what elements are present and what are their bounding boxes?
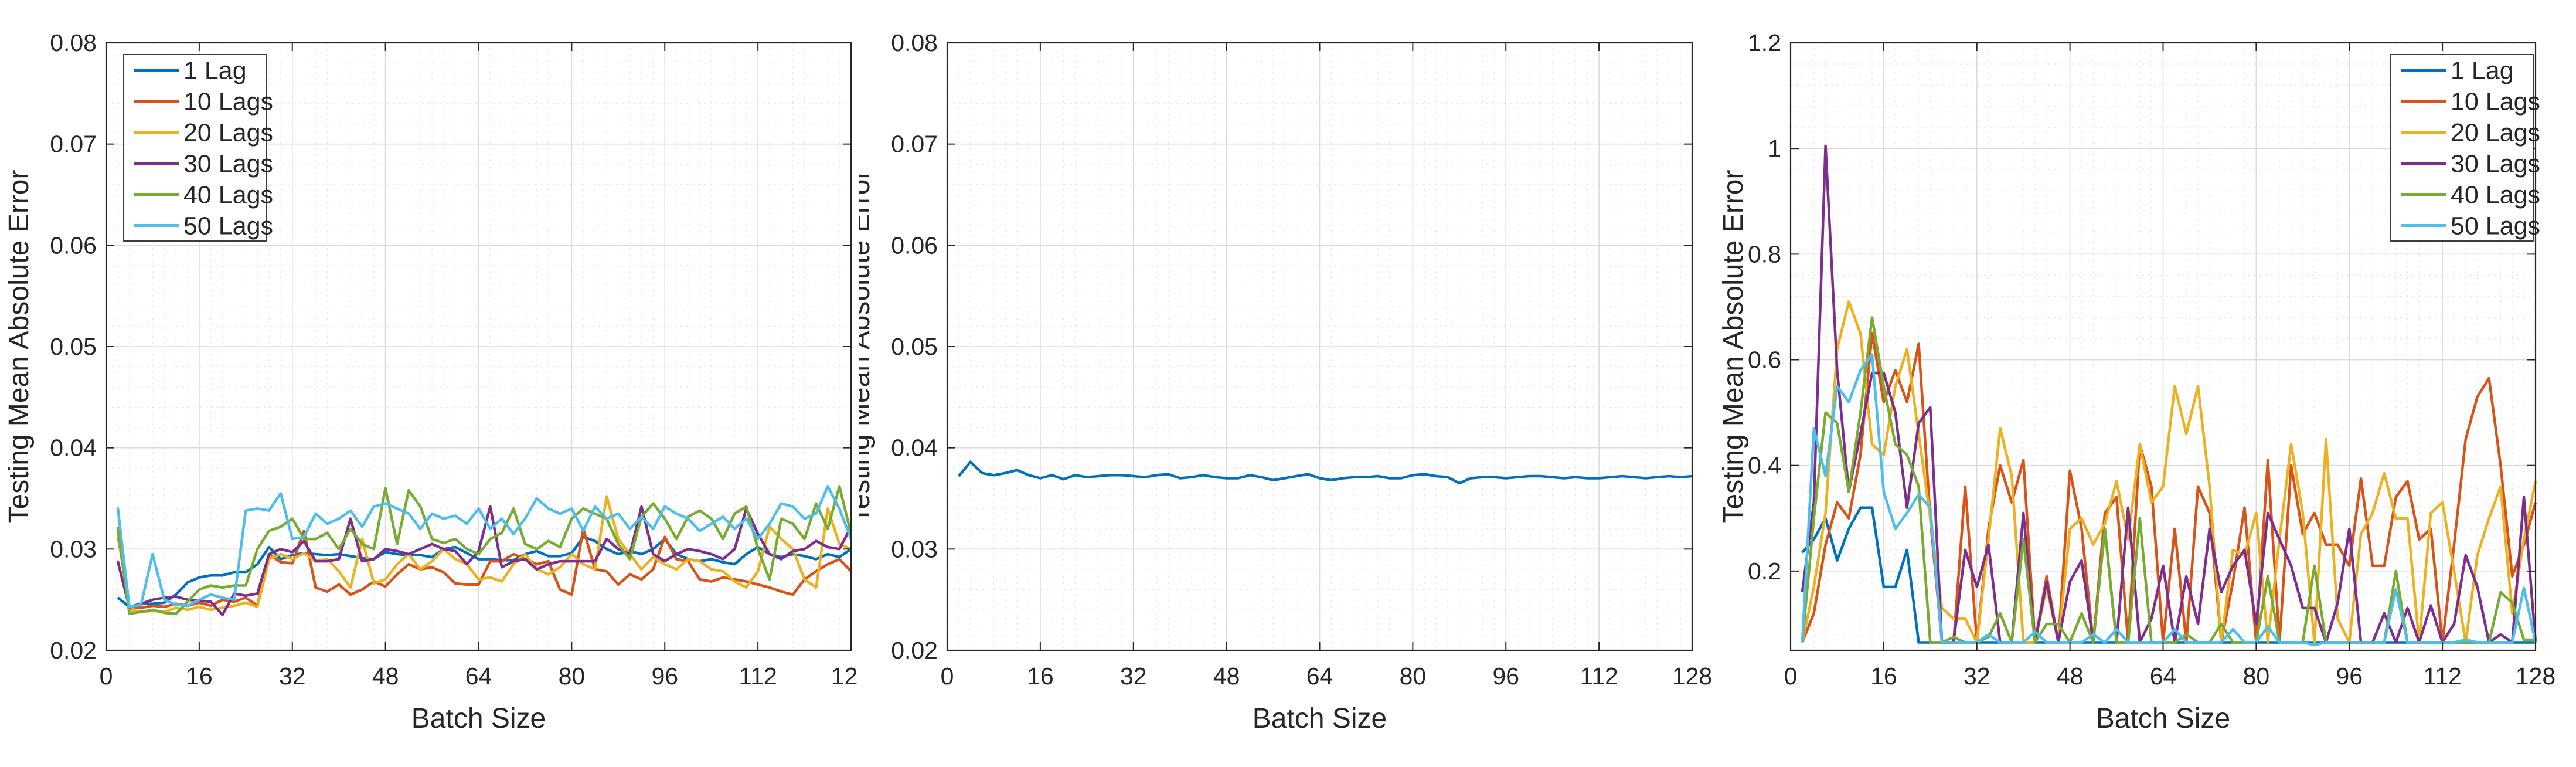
x-tick-label: 16 (1027, 663, 1054, 690)
subplot-1-canvas: 0 16 32 48 64 80 96 112 128 0.02 0.03 0.04 0.05 0.06 0… (0, 0, 859, 767)
y-tick-label: 0.06 (50, 232, 97, 259)
y-axis-label: Testing Mean Absolute Error (1718, 170, 1749, 524)
subplot-3-canvas: 0 16 32 48 64 80 96 112 128 0.2 0.4 0.6 0.8 1 1.2 Batch… (1717, 0, 2576, 767)
legend-entry-label: 50 Lags (2451, 212, 2540, 240)
subplot-2: 0 16 32 48 64 80 96 112 128 0.02 0.03 0.04 0.05 0.06 0… (859, 0, 1717, 767)
series-line-50-lags (1801, 353, 2537, 647)
series-line-1-lag (958, 460, 1693, 485)
x-tick-label: 16 (1870, 663, 1897, 690)
y-tick-label: 0.06 (891, 232, 938, 259)
legend-entry-label: 30 Lags (2451, 150, 2540, 178)
x-tick-label: 0 (1784, 663, 1798, 690)
legend-box (2390, 54, 2534, 242)
x-tick-label: 64 (2150, 663, 2177, 690)
y-axis-label: Testing Mean Absolute Error (859, 170, 876, 524)
legend-entry-label: 20 Lags (183, 119, 273, 147)
legend-entry-label: 50 Lags (183, 212, 273, 240)
axes-frame (105, 42, 852, 651)
x-tick-label: 96 (2336, 663, 2363, 690)
x-axis-label: Batch Size (411, 703, 546, 734)
legend-entry-label: 10 Lags (2451, 88, 2540, 116)
y-tick-label: 0.6 (1748, 347, 1781, 374)
legend-box (123, 54, 267, 242)
axes-frame (946, 42, 1693, 651)
y-tick-label: 1.2 (1748, 29, 1781, 56)
y-tick-label: 1 (1768, 135, 1781, 162)
x-tick-label: 48 (372, 663, 399, 690)
series-line-10-lags (1801, 332, 2537, 644)
x-axis-label: Batch Size (1253, 703, 1387, 734)
y-tick-label: 0.04 (50, 435, 97, 461)
legend-entry-label: 40 Lags (183, 181, 273, 209)
x-tick-label: 48 (2057, 663, 2084, 690)
tick-labels: 0 16 32 48 64 80 96 112 128 0.02 0.03 0.04 0.05 0.06 0… (891, 29, 1712, 690)
y-tick-label: 0.08 (50, 29, 97, 56)
series-line-30-lags (1801, 144, 2537, 644)
x-tick-label: 128 (2516, 663, 2555, 690)
minor-gridlines (947, 43, 1692, 650)
x-tick-label: 32 (1120, 663, 1147, 690)
series-line-10-lags (116, 527, 852, 609)
y-tick-label: 0.2 (1748, 558, 1781, 585)
x-tick-label: 0 (941, 663, 954, 690)
x-tick-label: 64 (465, 663, 492, 690)
y-tick-label: 0.07 (50, 131, 97, 158)
tick-labels: 0 16 32 48 64 80 96 112 128 0.2 0.4 0.6 0.8 1 1.2 (1748, 29, 2555, 690)
x-axis-label: Batch Size (2096, 703, 2230, 734)
y-axis-label: Testing Mean Absolute Error (4, 170, 35, 524)
series-line-40-lags (116, 485, 853, 616)
y-tick-label: 0.05 (50, 333, 97, 360)
subplot-3: 0 16 32 48 64 80 96 112 128 0.2 0.4 0.6 0.8 1 1.2 Batch… (1717, 0, 2576, 767)
x-tick-label: 0 (100, 663, 113, 690)
legend-entry-label: 40 Lags (2451, 181, 2540, 209)
x-tick-label: 64 (1306, 663, 1333, 690)
y-tick-label: 0.05 (891, 333, 938, 360)
subplot-1: 0 16 32 48 64 80 96 112 128 0.02 0.03 0.04 0.05 0.06 0… (0, 0, 859, 767)
y-tick-label: 0.02 (50, 637, 97, 664)
y-tick-label: 0.08 (891, 29, 938, 56)
axes-frame (1789, 42, 2537, 651)
x-tick-label: 128 (1672, 663, 1712, 690)
x-tick-label: 32 (279, 663, 306, 690)
series-line-1-lag (117, 535, 852, 609)
x-tick-label: 16 (186, 663, 213, 690)
plot-background (859, 0, 1717, 767)
legend-entry-label: 30 Lags (183, 150, 273, 178)
x-tick-label: 80 (2243, 663, 2270, 690)
legend: 1 Lag 10 Lags 20 Lags 30 Lags 40 Lags 50 Lags (123, 54, 273, 242)
x-tick-label: 80 (1400, 663, 1427, 690)
x-tick-label: 112 (739, 663, 777, 690)
x-tick-label: 112 (2423, 663, 2461, 690)
x-tick-label: 48 (1213, 663, 1240, 690)
y-tick-label: 0.8 (1748, 240, 1781, 267)
series-line-20-lags (116, 495, 852, 613)
subplot-2-canvas: 0 16 32 48 64 80 96 112 128 0.02 0.03 0.04 0.05 0.06 0… (859, 0, 1717, 767)
y-tick-label: 0.02 (891, 637, 938, 664)
x-tick-label: 128 (831, 663, 859, 690)
y-tick-label: 0.04 (891, 435, 938, 461)
x-tick-label: 112 (1580, 663, 1618, 690)
x-tick-label: 96 (651, 663, 678, 690)
x-tick-label: 32 (1964, 663, 1990, 690)
series-line-30-lags (116, 505, 852, 616)
y-tick-label: 0.07 (891, 131, 938, 158)
legend-entry-label: 20 Lags (2451, 119, 2540, 147)
legend-entry-label: 1 Lag (183, 57, 247, 85)
tick-labels: 0 16 32 48 64 80 96 112 128 0.02 0.03 0.04 0.05 0.06 0… (50, 29, 859, 690)
y-tick-label: 0.03 (891, 535, 938, 562)
x-tick-label: 96 (1492, 663, 1519, 690)
legend-entry-label: 10 Lags (183, 88, 273, 116)
series-line-50-lags (116, 485, 853, 609)
legend-entry-label: 1 Lag (2451, 57, 2514, 85)
y-tick-label: 0.03 (50, 535, 97, 562)
y-tick-label: 0.4 (1748, 452, 1781, 479)
series-line-20-lags (1801, 300, 2537, 644)
x-tick-label: 80 (559, 663, 586, 690)
legend: 1 Lag 10 Lags 20 Lags 30 Lags 40 Lags 50 Lags (2390, 54, 2540, 242)
